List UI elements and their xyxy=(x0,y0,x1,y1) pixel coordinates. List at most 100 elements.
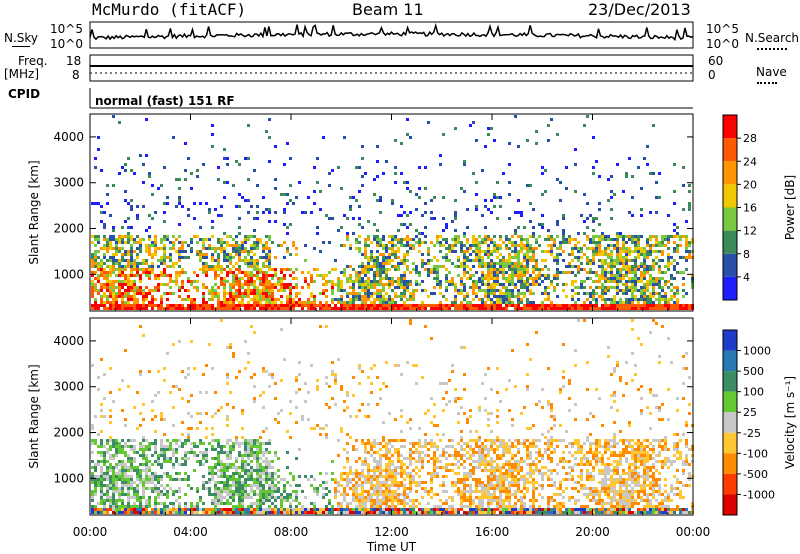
heatmap-cell xyxy=(274,505,277,508)
heatmap-cell xyxy=(649,238,652,241)
heatmap-cell xyxy=(670,256,673,259)
heatmap-cell xyxy=(193,286,196,289)
heatmap-cell xyxy=(523,268,526,271)
heatmap-cell xyxy=(106,499,109,502)
heatmap-cell xyxy=(115,508,118,511)
heatmap-cell xyxy=(112,226,115,229)
heatmap-cell xyxy=(655,262,658,265)
heatmap-cell xyxy=(328,499,331,502)
heatmap-cell xyxy=(157,391,160,394)
heatmap-cell xyxy=(505,271,508,274)
heatmap-cell xyxy=(118,496,121,499)
heatmap-cell xyxy=(610,307,613,310)
heatmap-cell xyxy=(667,286,670,289)
heatmap-cell xyxy=(94,202,97,205)
heatmap-cell xyxy=(661,238,664,241)
heatmap-cell xyxy=(508,247,511,250)
heatmap-cell xyxy=(166,292,169,295)
heatmap-cell xyxy=(271,487,274,490)
heatmap-cell xyxy=(235,289,238,292)
heatmap-cell xyxy=(412,244,415,247)
heatmap-cell xyxy=(259,466,262,469)
heatmap-cell xyxy=(151,253,154,256)
heatmap-cell xyxy=(256,274,259,277)
heatmap-cell xyxy=(256,238,259,241)
heatmap-cell xyxy=(97,502,100,505)
heatmap-cell xyxy=(400,466,403,469)
heatmap-cell xyxy=(514,274,517,277)
heatmap-cell xyxy=(385,481,388,484)
heatmap-cell xyxy=(382,301,385,304)
heatmap-cell xyxy=(658,277,661,280)
heatmap-cell xyxy=(349,478,352,481)
heatmap-cell xyxy=(232,490,235,493)
heatmap-cell xyxy=(619,271,622,274)
heatmap-cell xyxy=(442,196,445,199)
heatmap-cell xyxy=(358,508,361,511)
heatmap-cell xyxy=(142,259,145,262)
heatmap-cell xyxy=(508,241,511,244)
heatmap-cell xyxy=(442,256,445,259)
heatmap-cell xyxy=(274,499,277,502)
heatmap-cell xyxy=(532,265,535,268)
heatmap-cell xyxy=(676,244,679,247)
heatmap-cell xyxy=(139,502,142,505)
heatmap-cell xyxy=(454,283,457,286)
heatmap-cell xyxy=(376,244,379,247)
heatmap-cell xyxy=(592,238,595,241)
heatmap-cell xyxy=(262,430,265,433)
heatmap-cell xyxy=(424,268,427,271)
heatmap-cell xyxy=(364,463,367,466)
heatmap-cell xyxy=(223,253,226,256)
heatmap-cell xyxy=(622,307,625,310)
heatmap-cell xyxy=(280,493,283,496)
heatmap-cell xyxy=(268,505,271,508)
heatmap-cell xyxy=(670,307,673,310)
heatmap-cell xyxy=(196,280,199,283)
heatmap-cell xyxy=(451,250,454,253)
heatmap-cell xyxy=(169,307,172,310)
heatmap-cell xyxy=(325,283,328,286)
heatmap-cell xyxy=(352,280,355,283)
heatmap-cell xyxy=(379,442,382,445)
heatmap-cell xyxy=(382,502,385,505)
heatmap-cell xyxy=(139,442,142,445)
heatmap-cell xyxy=(667,241,670,244)
heatmap-cell xyxy=(190,298,193,301)
heatmap-cell xyxy=(376,499,379,502)
heatmap-cell xyxy=(601,265,604,268)
heatmap-cell xyxy=(499,268,502,271)
heatmap-cell xyxy=(154,508,157,511)
heatmap-cell xyxy=(259,292,262,295)
heatmap-cell xyxy=(271,289,274,292)
heatmap-cell xyxy=(133,508,136,511)
heatmap-cell xyxy=(406,181,409,184)
heatmap-cell xyxy=(400,238,403,241)
heatmap-cell xyxy=(463,262,466,265)
heatmap-cell xyxy=(292,478,295,481)
heatmap-cell xyxy=(211,439,214,442)
heatmap-cell xyxy=(469,253,472,256)
heatmap-cell xyxy=(376,442,379,445)
heatmap-cell xyxy=(385,511,388,514)
heatmap-cell xyxy=(532,271,535,274)
heatmap-cell xyxy=(121,448,124,451)
heatmap-cell xyxy=(178,487,181,490)
heatmap-cell xyxy=(364,292,367,295)
heatmap-cell xyxy=(487,235,490,238)
heatmap-cell xyxy=(637,253,640,256)
heatmap-cell xyxy=(391,475,394,478)
heatmap-cell xyxy=(364,268,367,271)
heatmap-cell xyxy=(520,250,523,253)
heatmap-cell xyxy=(670,289,673,292)
heatmap-cell xyxy=(403,277,406,280)
heatmap-cell xyxy=(127,505,130,508)
heatmap-cell xyxy=(250,307,253,310)
heatmap-cell xyxy=(325,376,328,379)
heatmap-cell xyxy=(307,478,310,481)
heatmap-cell xyxy=(343,301,346,304)
heatmap-cell xyxy=(247,439,250,442)
y-tick-label: 2000 xyxy=(53,222,84,236)
heatmap-cell xyxy=(346,508,349,511)
heatmap-cell xyxy=(481,169,484,172)
